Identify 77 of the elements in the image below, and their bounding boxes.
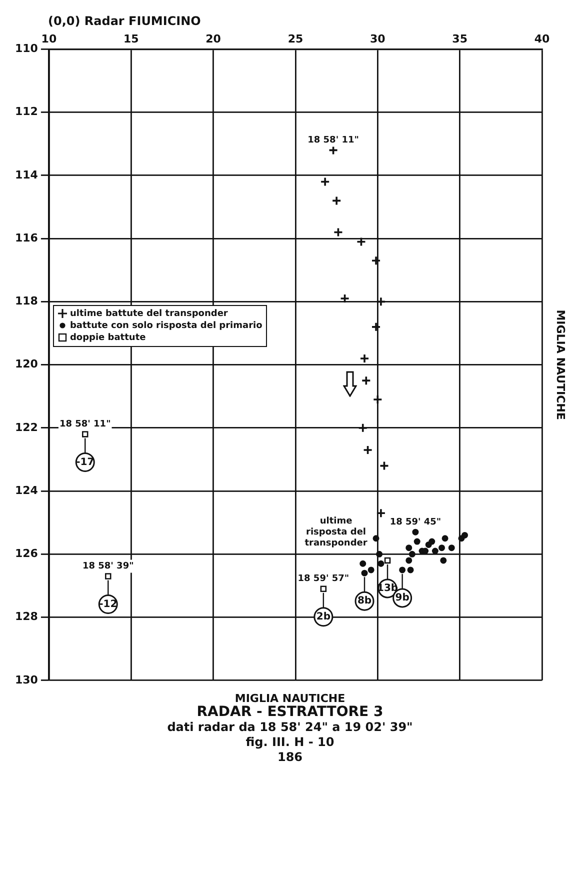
point <box>356 236 366 247</box>
point <box>399 566 406 574</box>
annotation: 18 59' 45" <box>390 517 442 528</box>
point <box>414 538 420 545</box>
y-tick-label: 120 <box>14 358 38 371</box>
point <box>372 535 380 542</box>
point <box>412 528 419 536</box>
point <box>361 570 368 576</box>
point <box>408 550 416 558</box>
point <box>406 544 412 552</box>
y-axis-title: MIGLIA NAUTICHE <box>554 310 568 420</box>
point <box>371 322 381 332</box>
point <box>384 557 391 564</box>
x-tick-label: 15 <box>123 32 139 46</box>
y-tick-label: 116 <box>14 231 38 244</box>
x-tick-label: 40 <box>534 32 550 46</box>
y-tick-label: 118 <box>14 294 38 308</box>
point <box>448 544 455 552</box>
annotation: 18 58' 11" <box>308 136 359 146</box>
point <box>442 535 448 542</box>
annotation: 9b <box>395 592 410 604</box>
y-tick-label: 110 <box>14 42 38 56</box>
x-tick-label: 10 <box>41 32 57 46</box>
point <box>320 176 330 187</box>
annotation: 18 58' 11" <box>59 420 111 430</box>
point <box>428 538 436 545</box>
point <box>376 550 383 558</box>
text: dati radar da 18 58' 24" a 19 02' 39" <box>166 720 414 735</box>
y-tick-label: 114 <box>14 168 38 182</box>
point <box>378 560 384 567</box>
point <box>372 394 383 404</box>
point <box>105 573 112 580</box>
point <box>407 566 414 574</box>
y-tick-label: 126 <box>14 547 38 560</box>
y-tick-label: 112 <box>14 105 38 118</box>
point <box>340 294 350 304</box>
point <box>332 196 342 206</box>
point <box>320 586 327 592</box>
annotation: 8b <box>357 596 372 607</box>
annotation: 18 59' 57" <box>298 574 350 584</box>
y-tick-label: 122 <box>14 420 38 434</box>
legend-label: battute con solo risposta del primario <box>70 320 262 332</box>
legend-label: ultime battute del transponder <box>70 308 228 320</box>
x-tick-label: 25 <box>288 32 304 46</box>
point <box>358 423 368 433</box>
point <box>360 560 366 567</box>
point <box>362 445 373 455</box>
point <box>438 544 445 552</box>
legend-label: doppie battute <box>70 332 146 344</box>
point <box>333 227 344 238</box>
y-tick-label: 124 <box>14 484 38 497</box>
chart-title: (0,0) Radar FIUMICINO <box>47 13 202 30</box>
annotation: 2b <box>316 611 330 622</box>
x-axis-title: MIGLIA NAUTICHE <box>234 692 346 705</box>
point <box>406 557 412 564</box>
x-tick-label: 35 <box>452 32 468 46</box>
point <box>462 532 468 538</box>
text: fig. III. H - 10 <box>244 735 336 750</box>
point <box>360 354 370 364</box>
point <box>440 557 447 564</box>
annotation: ultime risposta del transponder <box>304 516 368 549</box>
point <box>432 548 438 554</box>
point <box>371 256 381 266</box>
point <box>361 376 372 386</box>
point <box>328 145 338 156</box>
point <box>376 296 386 307</box>
y-tick-label: 130 <box>14 673 38 686</box>
x-tick-label: 30 <box>370 32 386 46</box>
text: RADAR - ESTRATTORE 3 <box>196 704 384 720</box>
annotation: 18 58' 39" <box>82 562 134 572</box>
text: 186 <box>276 750 304 765</box>
point <box>376 508 386 518</box>
point <box>82 431 88 438</box>
x-tick-label: 20 <box>206 32 222 46</box>
point <box>379 460 390 471</box>
y-tick-label: 128 <box>14 610 38 624</box>
point <box>368 566 374 574</box>
